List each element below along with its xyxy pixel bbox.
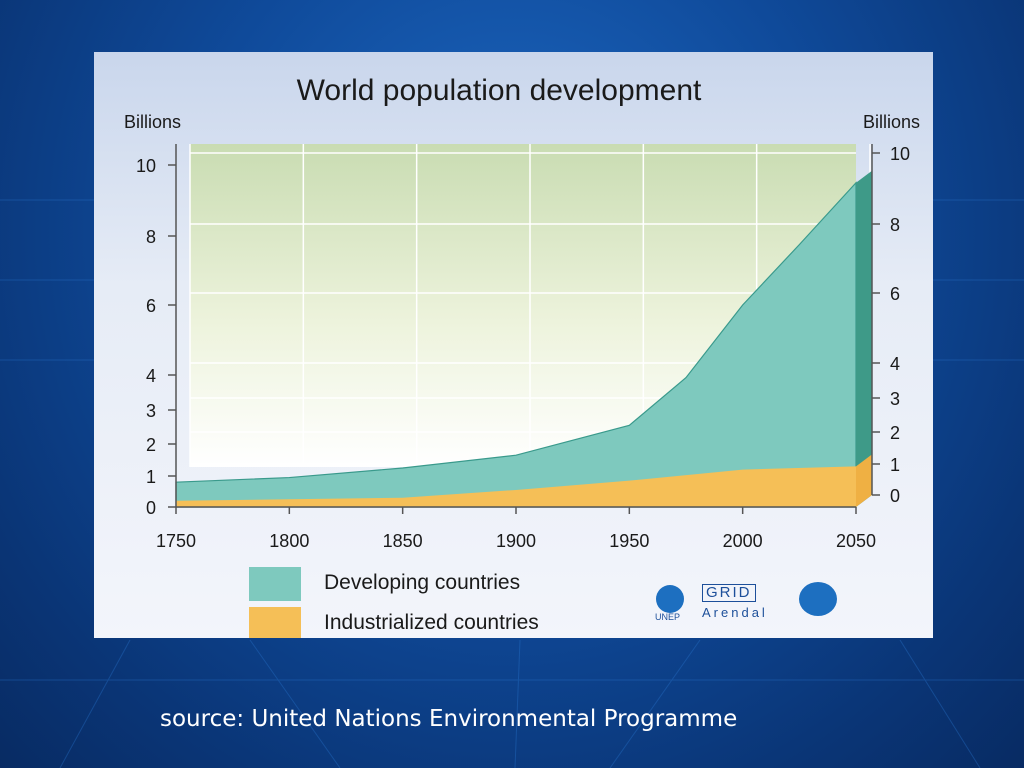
legend-swatch-developing: [249, 567, 301, 601]
x-tick-label-6: 2050: [836, 531, 876, 551]
y-tick-label-right-0: 0: [890, 486, 900, 506]
right-wall-developing: [856, 170, 872, 507]
arendal-logo-text: Arendal: [702, 605, 768, 620]
y-tick-label-right-5: 6: [890, 284, 900, 304]
x-tick-label-1: 1800: [269, 531, 309, 551]
legend-label-industrialized: Industrialized countries: [324, 611, 539, 634]
legend-swatch-industrialized: [249, 607, 301, 638]
y-tick-label-left-7: 10: [136, 156, 156, 176]
unep-logo-text: UNEP: [655, 612, 681, 622]
y-tick-label-right-3: 3: [890, 389, 900, 409]
series-area-industrialized: [176, 466, 856, 507]
un-logo-icon: [799, 582, 837, 616]
y-tick-label-right-4: 4: [890, 354, 900, 374]
y-tick-label-left-3: 3: [146, 401, 156, 421]
x-tick-label-0: 1750: [156, 531, 196, 551]
y-tick-label-right-7: 10: [890, 144, 910, 164]
legend-label-developing: Developing countries: [324, 571, 521, 594]
y-tick-label-left-5: 6: [146, 296, 156, 316]
y-tick-label-left-1: 1: [146, 467, 156, 487]
x-tick-label-2: 1850: [383, 531, 423, 551]
chart-panel: World population development Billions Bill…: [94, 52, 933, 638]
y-tick-label-right-6: 8: [890, 215, 900, 235]
y-tick-label-right-2: 2: [890, 423, 900, 443]
chart-title: World population development: [297, 74, 702, 107]
y-tick-label-left-0: 0: [146, 498, 156, 518]
y-tick-label-right-1: 1: [890, 455, 900, 475]
x-tick-label-3: 1900: [496, 531, 536, 551]
y-tick-label-left-6: 8: [146, 227, 156, 247]
y-tick-label-left-2: 2: [146, 435, 156, 455]
x-tick-label-4: 1950: [609, 531, 649, 551]
unep-logo-icon: [656, 585, 684, 613]
y-tick-label-left-4: 4: [146, 366, 156, 386]
x-tick-label-5: 2000: [723, 531, 763, 551]
y-axis-label-left: Billions: [124, 112, 181, 132]
source-caption: source: United Nations Environmental Pro…: [160, 706, 738, 732]
grid-logo-text: GRID: [702, 584, 756, 602]
right-wall-industrialized: [856, 454, 872, 507]
chart-svg: World population development Billions Bill…: [124, 74, 920, 551]
y-axis-label-right: Billions: [863, 112, 920, 132]
